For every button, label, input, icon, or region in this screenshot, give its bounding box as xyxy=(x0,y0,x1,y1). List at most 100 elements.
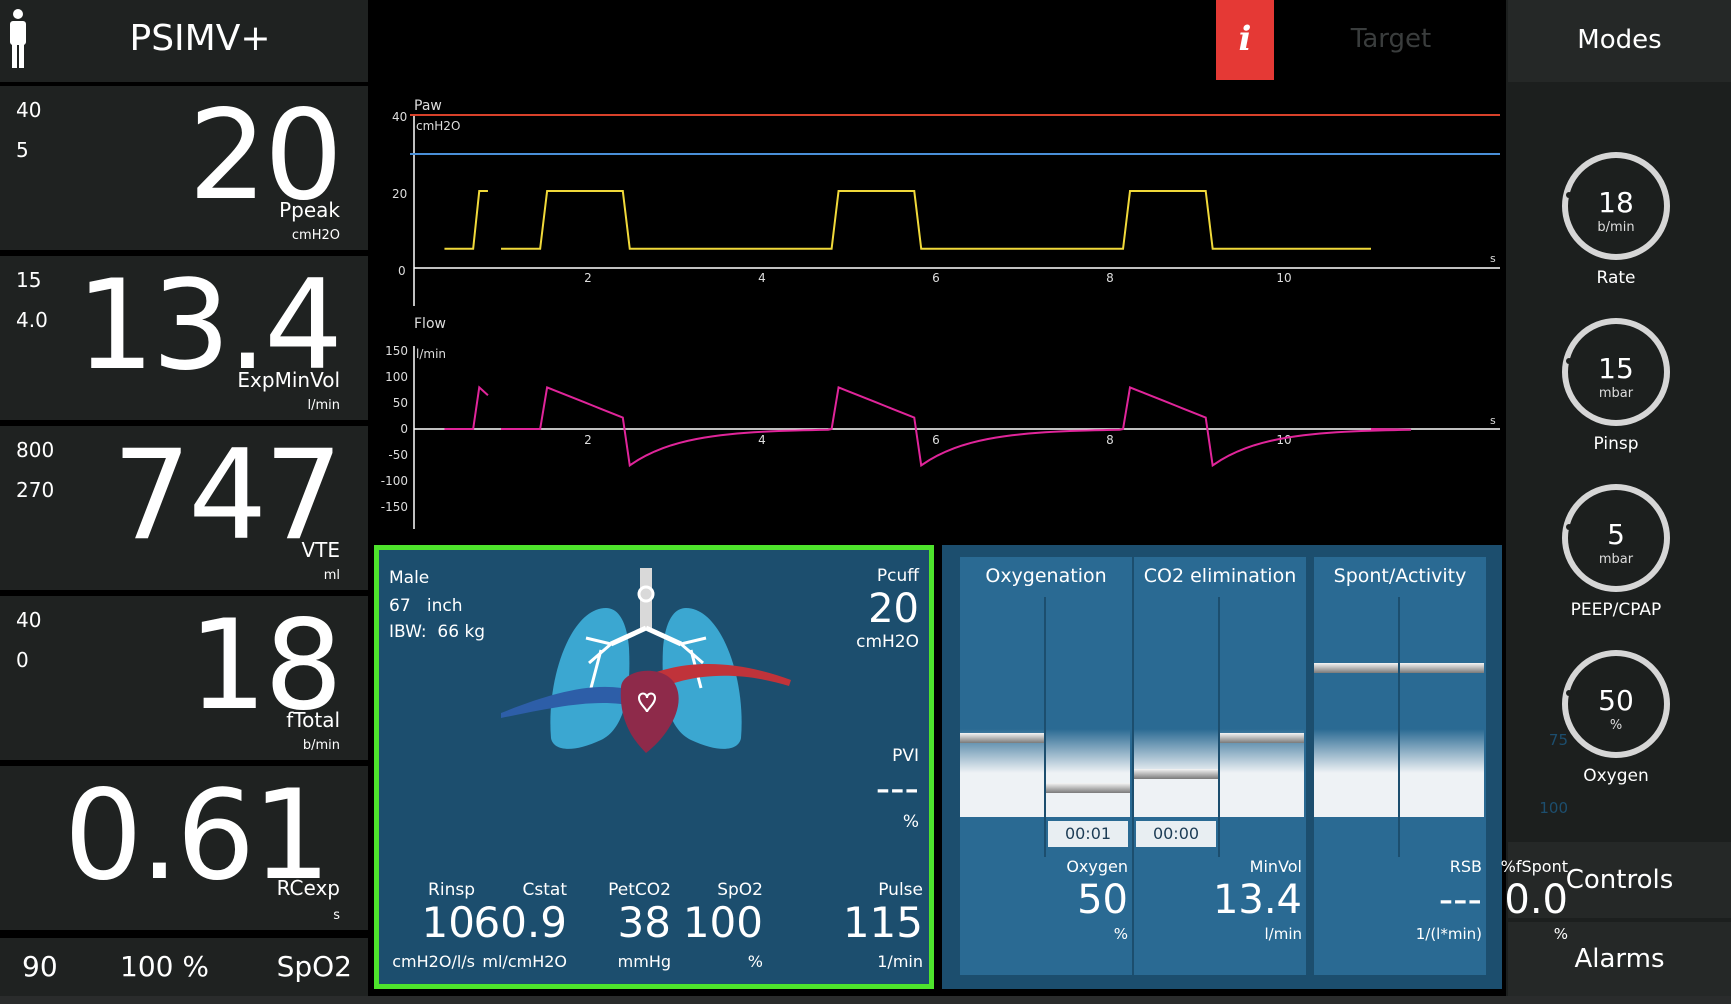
bar-track xyxy=(1400,597,1484,817)
dial-pinsp[interactable]: 15 mbar Pinsp xyxy=(1542,316,1702,466)
paw-xtick: 10 xyxy=(1276,271,1291,285)
paw-x-unit: s xyxy=(1490,252,1496,265)
bar-param-value: 50 xyxy=(1077,877,1128,923)
dial-ring xyxy=(1562,318,1670,426)
flow-waveform xyxy=(444,385,1412,468)
flow-ytick: 150 xyxy=(385,344,408,358)
bar-marker[interactable] xyxy=(1134,769,1218,779)
flow-xtick: 2 xyxy=(584,433,592,447)
param-tile-rcexp[interactable]: 0.61 RCexp s xyxy=(0,766,368,930)
spo2-strip-percent: 100 % xyxy=(120,950,209,983)
pcuff-label: Pcuff xyxy=(876,566,919,586)
measurement-unit: % xyxy=(747,952,763,971)
dial-oxygen[interactable]: 50% Oxygen xyxy=(1542,648,1702,798)
spo2-strip[interactable]: 90 100 % SpO2 xyxy=(0,938,368,998)
param-tile-ftotal[interactable]: 40 0 18 fTotal b/min xyxy=(0,596,368,760)
param-tile-ppeak[interactable]: 40 5 20 Ppeak cmH2O xyxy=(0,86,368,250)
info-button[interactable]: i xyxy=(1216,0,1274,80)
param-name: ExpMinVol xyxy=(237,368,340,392)
flow-ytick: -100 xyxy=(381,474,408,488)
target-bars-panel[interactable]: Oxygenation4021Oxygen50%8000:01PEEP5cmH2… xyxy=(942,545,1568,989)
dial-value: 50 xyxy=(1598,684,1634,717)
dial-ring xyxy=(1562,152,1670,260)
paw-xtick: 4 xyxy=(758,271,766,285)
alarm-low-limit: 270 xyxy=(16,478,55,502)
bar-track xyxy=(1220,597,1304,817)
bar-param-label: MinVol xyxy=(1249,857,1302,876)
lung-heart-icon xyxy=(501,568,791,753)
measurement-value: 10 xyxy=(421,898,475,947)
dial-unit: mbar xyxy=(1598,552,1634,567)
spo2-strip-label: SpO2 xyxy=(276,950,352,983)
modes-button[interactable]: Modes xyxy=(1508,0,1731,82)
bar-param-label: Oxygen xyxy=(1066,857,1128,876)
bar-marker[interactable] xyxy=(960,733,1044,743)
bar-bottom-limit: 100 xyxy=(1539,799,1568,817)
param-value: 0.61 xyxy=(63,764,331,908)
bar-marker[interactable] xyxy=(1046,783,1130,793)
bar-divider xyxy=(1218,597,1220,857)
pcuff-unit: cmH2O xyxy=(856,632,919,652)
param-tile-vte[interactable]: 800 270 747 VTE ml xyxy=(0,426,368,590)
controls-button[interactable]: Controls xyxy=(1508,842,1731,918)
bottom-bar xyxy=(0,996,1731,1004)
flow-ytick: -150 xyxy=(381,500,408,514)
param-unit: l/min xyxy=(307,398,340,413)
measurement-value: 60.9 xyxy=(473,898,567,947)
flow-xtick: 4 xyxy=(758,433,766,447)
bar-marker[interactable] xyxy=(1314,663,1398,673)
measurement-cstat: Cstat 60.9 ml/cmH2O xyxy=(457,880,567,980)
param-value: 747 xyxy=(112,424,343,568)
bar-group-spont-activity[interactable]: Spont/Activity10010RSB---1/(l*min)75100%… xyxy=(1314,557,1568,975)
patient-panel[interactable]: Male 67 inch IBW: 66 kg Pcuff 20 cmH2O P… xyxy=(374,545,934,989)
measurement-pulse: Pulse 115 1/min xyxy=(813,880,923,980)
bar-group-co2-elimination[interactable]: CO2 elimination154.000:00MinVol13.4l/min… xyxy=(1134,557,1388,975)
alarm-low-limit: 4.0 xyxy=(16,308,48,332)
bar-marker[interactable] xyxy=(1220,733,1304,743)
paw-xtick: 2 xyxy=(584,271,592,285)
paw-ytick-40: 40 xyxy=(392,110,407,124)
measurement-value: 115 xyxy=(842,898,923,947)
person-icon xyxy=(10,9,26,68)
measurement-unit: 1/min xyxy=(877,952,923,971)
measurement-value: 38 xyxy=(617,898,671,947)
bar-track xyxy=(1314,597,1398,817)
dial-unit: b/min xyxy=(1597,220,1635,235)
param-tile-expminvol[interactable]: 15 4.0 13.4 ExpMinVol l/min xyxy=(0,256,368,420)
flow-ytick: 100 xyxy=(385,370,408,384)
dial-unit: % xyxy=(1609,718,1623,733)
bar-param-label: %fSpont xyxy=(1500,857,1568,876)
flow-xtick: 8 xyxy=(1106,433,1114,447)
target-button[interactable]: Target xyxy=(1350,24,1432,54)
waveform-svg: Paw cmH2O 40 20 0 2 4 6 8 10 s Flow l/min 15… xyxy=(381,98,1500,529)
measurement-rinsp: Rinsp 10 cmH2O/l/s xyxy=(365,880,475,980)
bar-group-oxygenation[interactable]: Oxygenation4021Oxygen50%8000:01PEEP5cmH2… xyxy=(960,557,1214,975)
measurement-label: PetCO2 xyxy=(608,880,671,900)
flow-xtick: 6 xyxy=(932,433,940,447)
alarm-high-limit: 15 xyxy=(16,268,42,292)
spo2-strip-value: 90 xyxy=(22,950,58,983)
measurement-label: Pulse xyxy=(878,880,923,900)
bar-timer: 00:00 xyxy=(1136,821,1216,847)
bar-divider xyxy=(1398,597,1400,857)
bar-param-unit: 1/(l*min) xyxy=(1415,925,1482,943)
bar-track xyxy=(1046,597,1130,817)
patient-ibw: IBW: 66 kg xyxy=(389,622,486,642)
paw-unit: cmH2O xyxy=(416,119,460,133)
mode-header[interactable]: PSIMV+ xyxy=(0,0,368,82)
bar-track xyxy=(960,597,1044,817)
dial-ring xyxy=(1562,650,1670,758)
patient-sex: Male xyxy=(389,568,430,588)
flow-ytick: 50 xyxy=(393,396,408,410)
flow-x-unit: s xyxy=(1490,414,1496,427)
alarms-button[interactable]: Alarms xyxy=(1508,922,1731,996)
param-unit: ml xyxy=(323,568,340,583)
alarm-high-limit: 800 xyxy=(16,438,55,462)
dial-rate[interactable]: 18 b/min Rate xyxy=(1542,150,1702,300)
dial-peep-cpap[interactable]: 5 mbar PEEP/CPAP xyxy=(1542,482,1702,632)
param-value: 13.4 xyxy=(75,254,343,398)
measurement-petco2: PetCO2 38 mmHg xyxy=(561,880,671,980)
bar-marker[interactable] xyxy=(1400,663,1484,673)
flow-label: Flow xyxy=(414,316,446,332)
bar-param-unit: % xyxy=(1113,925,1128,943)
